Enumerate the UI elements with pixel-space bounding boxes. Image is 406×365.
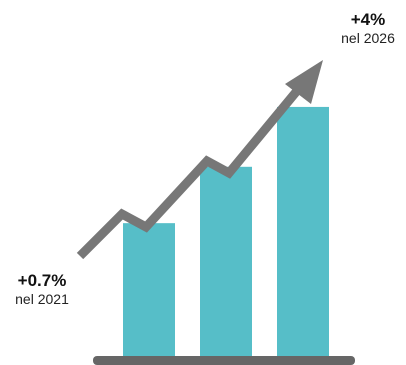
start-callout: +0.7% nel 2021 <box>2 271 82 307</box>
start-value: +0.7% <box>17 271 67 290</box>
chart-baseline <box>93 356 355 365</box>
start-caption: nel 2021 <box>15 290 69 307</box>
bar-3 <box>277 106 329 357</box>
trend-arrow-line <box>76 83 305 260</box>
bar-2 <box>200 166 252 357</box>
bar-1 <box>123 223 175 357</box>
end-callout: +4% nel 2026 <box>330 10 406 46</box>
bar-group <box>123 106 329 357</box>
end-value: +4% <box>350 10 386 29</box>
trend-arrow-head <box>285 60 323 104</box>
end-caption: nel 2026 <box>341 29 395 46</box>
